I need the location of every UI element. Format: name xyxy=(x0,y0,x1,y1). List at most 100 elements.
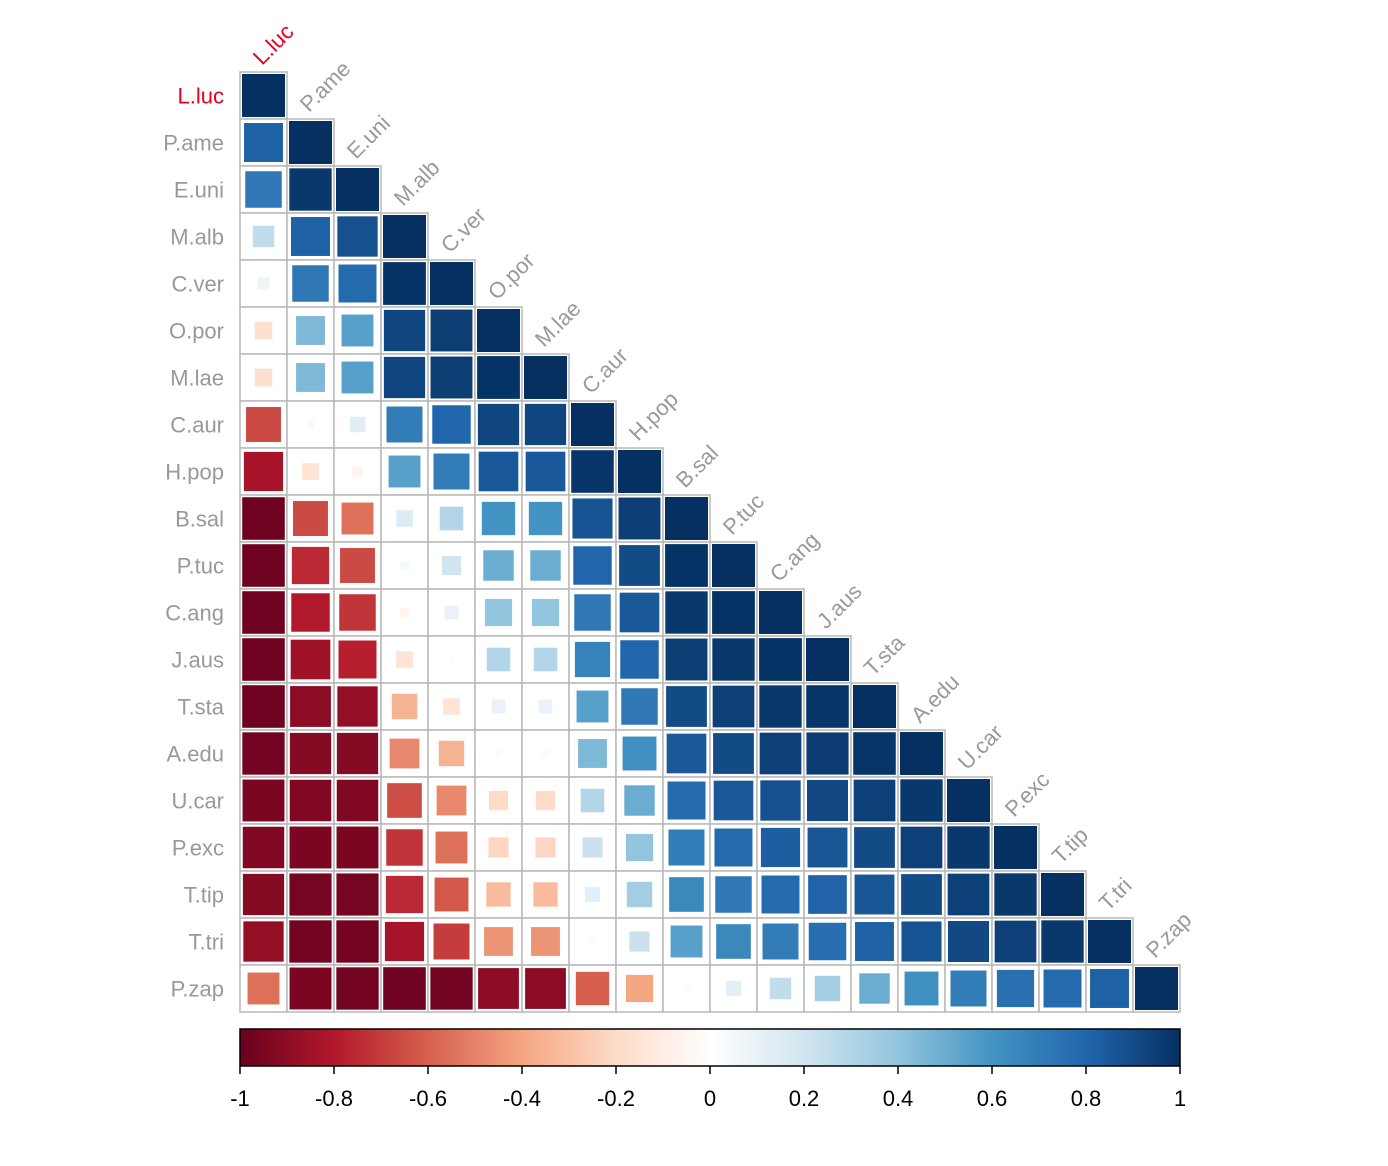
cell-B.sal-B.sal xyxy=(665,497,708,540)
cell-P.tuc-O.por xyxy=(483,550,514,581)
cell-C.ver-C.ver xyxy=(430,262,473,305)
cell-P.exc-A.edu xyxy=(900,826,943,869)
row-label-U.car: U.car xyxy=(171,789,224,814)
cell-C.aur-O.por xyxy=(477,403,520,446)
cell-P.zap-A.edu xyxy=(904,971,939,1006)
cell-T.tri-O.por xyxy=(484,927,513,956)
cell-U.car-P.ame xyxy=(289,779,332,822)
cell-A.edu-O.por xyxy=(494,749,503,758)
cell-T.sta-C.aur xyxy=(576,690,609,723)
cell-T.tri-P.tuc xyxy=(716,924,751,959)
cell-J.aus-H.pop xyxy=(620,640,659,679)
cell-P.exc-L.luc xyxy=(242,826,285,869)
cell-M.lae-P.ame xyxy=(296,363,325,392)
row-label-J.aus: J.aus xyxy=(171,648,224,673)
cell-P.tuc-E.uni xyxy=(340,548,375,583)
colorbar-tick-label: -0.4 xyxy=(503,1086,541,1111)
cell-P.zap-P.exc xyxy=(996,969,1035,1008)
cell-P.ame-L.luc xyxy=(244,123,283,162)
cell-O.por-C.ver xyxy=(430,309,473,352)
cell-O.por-E.uni xyxy=(341,314,374,347)
cell-A.edu-H.pop xyxy=(622,736,657,771)
cell-P.zap-P.zap xyxy=(1135,967,1178,1010)
cell-P.zap-E.uni xyxy=(336,967,379,1010)
cell-U.car-A.edu xyxy=(900,779,943,822)
cell-P.exc-M.lae xyxy=(535,837,556,858)
cell-T.sta-M.alb xyxy=(391,693,418,720)
cell-U.car-E.uni xyxy=(336,779,379,822)
cell-P.exc-B.sal xyxy=(668,829,705,866)
cell-M.alb-M.alb xyxy=(383,215,426,258)
cell-C.ang-E.uni xyxy=(339,594,376,631)
cell-T.tri-C.aur xyxy=(589,938,596,945)
col-label-P.ame: P.ame xyxy=(295,56,356,117)
row-label-T.tip: T.tip xyxy=(184,883,224,908)
row-label-O.por: O.por xyxy=(169,319,224,344)
cell-P.zap-C.ang xyxy=(769,977,792,1000)
col-label-T.tip: T.tip xyxy=(1047,822,1093,868)
row-label-L.luc: L.luc xyxy=(178,84,224,109)
cell-O.por-L.luc xyxy=(254,321,273,340)
cell-P.tuc-M.lae xyxy=(530,550,561,581)
cell-U.car-H.pop xyxy=(624,785,655,816)
cell-U.car-M.alb xyxy=(387,783,422,818)
row-label-C.aur: C.aur xyxy=(170,413,224,438)
cell-T.tri-P.ame xyxy=(289,920,332,963)
cell-C.ang-C.aur xyxy=(574,594,611,631)
cell-U.car-U.car xyxy=(947,779,990,822)
grid-cell-M.lae-L.luc xyxy=(239,353,288,402)
cell-C.aur-M.lae xyxy=(524,403,567,446)
cell-J.aus-C.aur xyxy=(574,641,611,678)
cell-T.tri-H.pop xyxy=(629,931,650,952)
cell-J.aus-P.tuc xyxy=(712,638,755,681)
row-labels: L.luc P.ame E.uni M.alb C.ver O.por M.lae C.aur… xyxy=(163,84,225,1002)
row-label-H.pop: H.pop xyxy=(165,460,224,485)
cell-T.tip-O.por xyxy=(486,882,511,907)
cell-T.tip-P.tuc xyxy=(715,876,752,913)
cell-T.sta-E.uni xyxy=(337,686,378,727)
cell-P.tuc-B.sal xyxy=(665,544,708,587)
cell-P.exc-E.uni xyxy=(336,826,379,869)
cell-T.tri-M.alb xyxy=(384,921,425,962)
cell-M.alb-E.uni xyxy=(337,216,378,257)
cell-T.tip-H.pop xyxy=(626,881,653,908)
colorbar-tick-label: 0.8 xyxy=(1071,1086,1102,1111)
cell-P.zap-H.pop xyxy=(625,974,654,1003)
cell-C.aur-C.aur xyxy=(571,403,614,446)
cell-P.zap-T.sta xyxy=(859,973,890,1004)
grid-cell-T.tri-C.aur xyxy=(568,917,617,966)
row-label-M.alb: M.alb xyxy=(170,225,224,250)
cell-J.aus-E.uni xyxy=(338,640,377,679)
cell-H.pop-M.lae xyxy=(525,451,566,492)
cell-A.edu-J.aus xyxy=(806,732,849,775)
cell-P.exc-P.ame xyxy=(289,826,332,869)
cell-C.ver-L.luc xyxy=(257,277,270,290)
cell-T.sta-P.ame xyxy=(290,686,331,727)
cell-B.sal-P.ame xyxy=(293,501,328,536)
cell-P.exc-T.sta xyxy=(854,827,895,868)
cell-P.zap-P.ame xyxy=(289,967,332,1010)
cell-E.uni-L.luc xyxy=(245,171,282,208)
cell-T.tip-M.lae xyxy=(533,882,558,907)
cell-T.tri-C.ver xyxy=(433,923,470,960)
cell-T.tri-U.car xyxy=(947,920,990,963)
cell-U.car-B.sal xyxy=(667,781,706,820)
cell-C.aur-L.luc xyxy=(246,407,281,442)
cell-P.tuc-L.luc xyxy=(242,544,285,587)
cell-P.exc-J.aus xyxy=(807,827,848,868)
cell-T.tri-B.sal xyxy=(670,925,703,958)
cell-U.car-L.luc xyxy=(242,779,285,822)
cell-U.car-C.ver xyxy=(436,785,467,816)
cell-P.exc-H.pop xyxy=(625,833,654,862)
col-label-E.uni: E.uni xyxy=(342,110,395,163)
cell-U.car-C.ang xyxy=(760,780,801,821)
cell-L.luc-L.luc xyxy=(242,74,285,117)
cell-P.tuc-P.ame xyxy=(291,546,330,585)
cell-P.zap-T.tri xyxy=(1090,969,1129,1008)
cell-T.tri-T.tip xyxy=(1041,920,1084,963)
row-label-P.zap: P.zap xyxy=(171,977,224,1002)
cell-C.aur-E.uni xyxy=(349,416,366,433)
cell-T.tri-A.edu xyxy=(901,921,942,962)
cell-P.exc-P.exc xyxy=(994,826,1037,869)
col-label-H.pop: H.pop xyxy=(624,386,683,445)
